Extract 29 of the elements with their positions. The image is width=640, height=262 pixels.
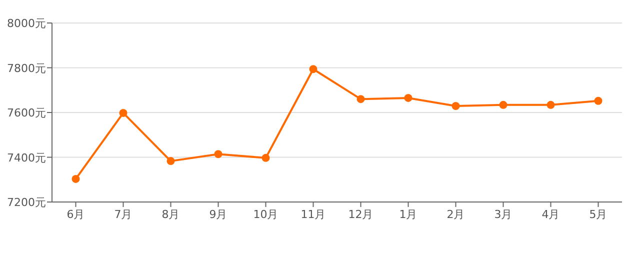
x-tick-label: 4月 (542, 208, 560, 221)
point (356, 95, 365, 104)
y-tick-label: 7200元 (7, 196, 46, 209)
point (499, 100, 508, 109)
y-tick-label: 7800元 (7, 62, 46, 75)
point (546, 100, 555, 109)
point (72, 174, 80, 183)
point (594, 96, 602, 105)
y-tick-label: 7600元 (7, 106, 46, 120)
x-tick-label: 1月 (399, 208, 418, 221)
y-tick-label: 8000元 (7, 17, 46, 30)
x-tick-label: 3月 (494, 208, 512, 221)
point (214, 150, 222, 158)
x-tick-label: 6月 (66, 208, 85, 221)
x-tick-label: 11月 (300, 208, 326, 221)
y-tick-label: 7400元 (7, 151, 46, 164)
point (404, 94, 412, 102)
point (166, 157, 175, 166)
point (309, 65, 318, 74)
x-tick-label: 5月 (589, 208, 608, 221)
x-tick-label: 2月 (446, 208, 465, 221)
point (119, 108, 128, 117)
x-tick-label: 8月 (162, 208, 180, 221)
point (262, 154, 270, 162)
x-tick-label: 9月 (209, 208, 228, 221)
x-tick-label: 7月 (114, 208, 132, 221)
x-tick-label: 10月 (253, 208, 278, 221)
point (452, 102, 460, 110)
x-tick-label: 12月 (348, 208, 374, 221)
